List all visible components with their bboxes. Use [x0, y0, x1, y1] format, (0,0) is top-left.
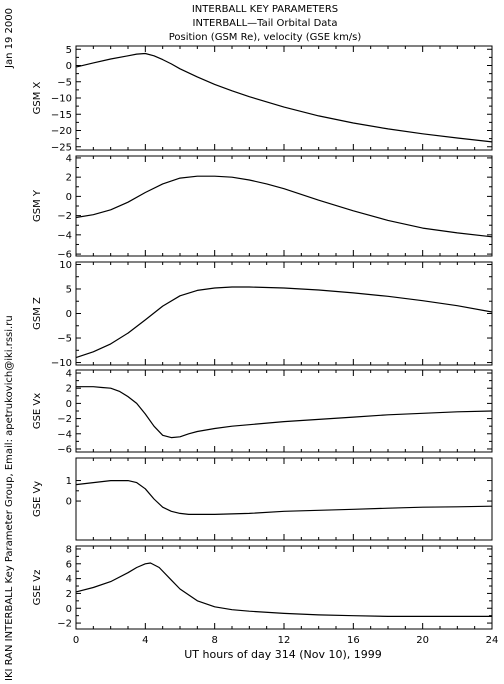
y-tick-label: 5 — [66, 45, 72, 56]
x-tick-label: 24 — [486, 635, 499, 646]
x-tick-label: 0 — [73, 635, 79, 646]
y-tick-label: 4 — [66, 369, 72, 380]
y-tick-label: −4 — [57, 429, 72, 440]
y-axis-label: GSM Z — [32, 297, 43, 330]
y-tick-label: −2 — [57, 211, 72, 222]
y-tick-label: 0 — [66, 399, 72, 410]
x-tick-label: 4 — [142, 635, 148, 646]
y-tick-label: −20 — [51, 126, 72, 137]
y-tick-label: −5 — [57, 334, 72, 345]
y-tick-label: 0 — [66, 192, 72, 203]
y-tick-label: 5 — [66, 284, 72, 295]
y-axis-label: GSE Vz — [32, 570, 43, 606]
y-tick-label: 0 — [66, 309, 72, 320]
y-axis-label: GSE Vx — [32, 393, 43, 429]
x-tick-label: 8 — [211, 635, 217, 646]
y-tick-label: −2 — [57, 619, 72, 630]
y-tick-label: 2 — [66, 173, 72, 184]
y-tick-label: −5 — [57, 77, 72, 88]
y-tick-label: 2 — [66, 589, 72, 600]
credit-line: IKI RAN INTERBALL Key Parameter Group, E… — [4, 315, 15, 681]
y-tick-label: −25 — [51, 142, 72, 153]
y-tick-label: −6 — [57, 250, 72, 261]
y-axis-label: GSM X — [32, 81, 43, 114]
y-tick-label: 10 — [59, 260, 72, 271]
y-tick-label: 4 — [66, 574, 72, 585]
y-tick-label: −10 — [51, 358, 72, 369]
x-tick-label: 20 — [416, 635, 429, 646]
figure-title-line-2: INTERBALL—Tail Orbital Data — [193, 18, 338, 29]
panel-frame — [75, 155, 493, 257]
series-line — [75, 286, 493, 359]
panel-frame — [75, 457, 493, 541]
y-tick-label: 6 — [66, 559, 72, 570]
y-tick-label: −2 — [57, 414, 72, 425]
y-tick-label: 0 — [66, 604, 72, 615]
series-line — [75, 52, 493, 143]
date-stamp: Jan 19 2000 — [4, 8, 15, 69]
y-tick-label: −10 — [51, 94, 72, 105]
y-tick-label: −6 — [57, 444, 72, 455]
x-tick-label: 12 — [278, 635, 291, 646]
y-tick-label: −15 — [51, 110, 72, 121]
y-tick-label: 8 — [66, 544, 72, 555]
series-line — [76, 386, 493, 439]
y-tick-label: 1 — [66, 476, 72, 487]
x-axis-title: UT hours of day 314 (Nov 10), 1999 — [184, 648, 382, 661]
x-tick-label: 16 — [347, 635, 360, 646]
y-axis-label: GSM Y — [32, 189, 43, 222]
figure-title-line-1: INTERBALL KEY PARAMETERS — [192, 4, 338, 15]
y-tick-label: 0 — [66, 61, 72, 72]
y-tick-label: 4 — [66, 153, 72, 164]
series-line — [75, 562, 492, 618]
y-tick-label: −4 — [57, 230, 72, 241]
y-axis-label: GSE Vy — [32, 481, 43, 517]
figure-title-line-3: Position (GSM Re), velocity (GSE km/s) — [169, 32, 362, 43]
panel-frame — [75, 261, 493, 366]
y-tick-label: 0 — [66, 497, 72, 508]
y-tick-label: 2 — [66, 384, 72, 395]
panel-frame — [75, 369, 493, 453]
series-line — [75, 175, 493, 238]
series-line — [75, 480, 493, 516]
